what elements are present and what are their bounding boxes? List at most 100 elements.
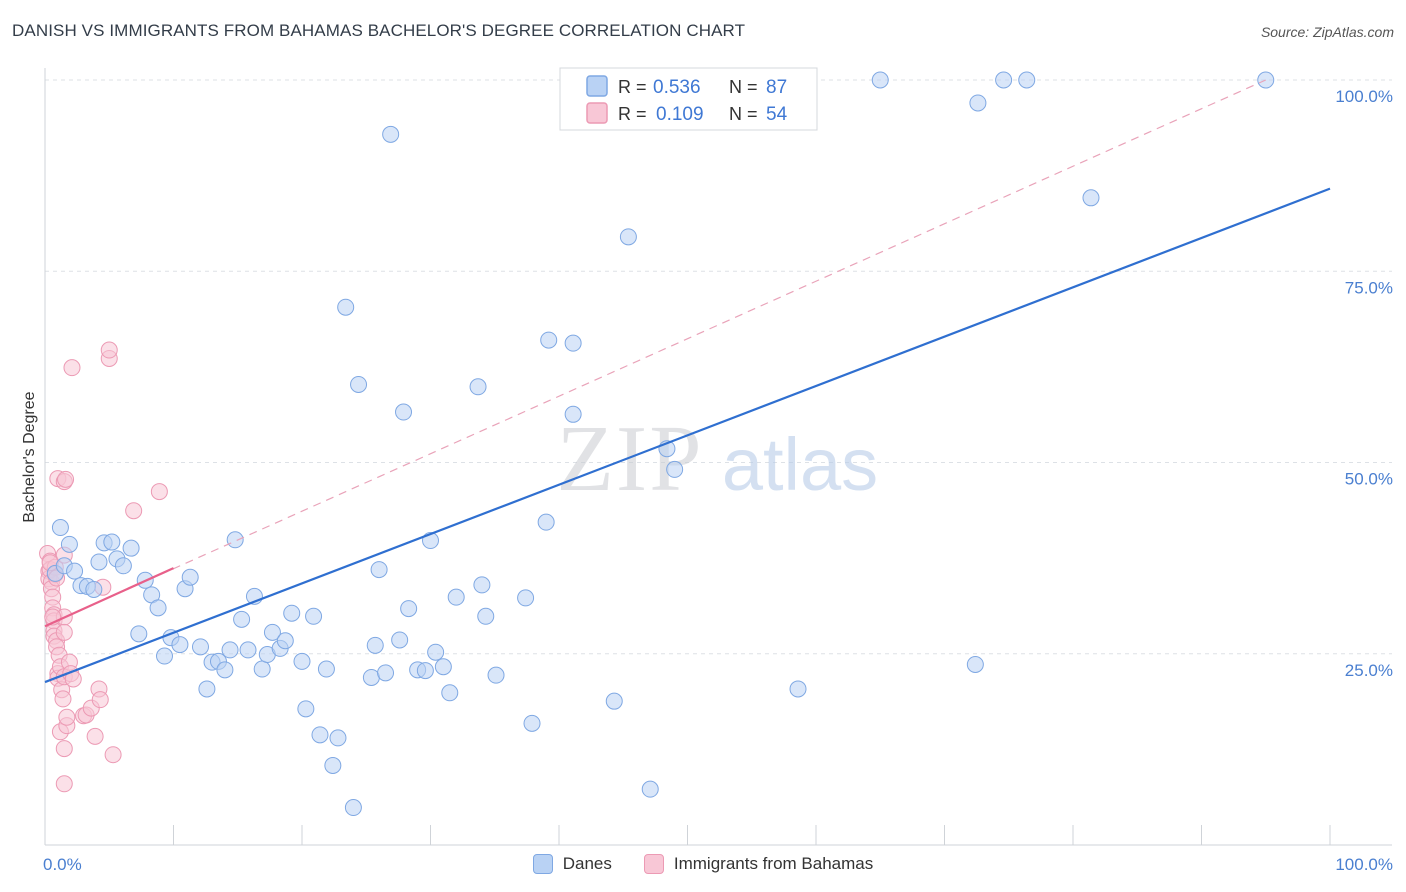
danes-point: [317, 660, 335, 678]
danes-point: [276, 632, 294, 650]
stats-n-label-bahamas: N =: [729, 104, 758, 124]
stats-r-label-bahamas: R =: [618, 104, 647, 124]
danes-point: [434, 658, 452, 676]
danes-point: [122, 539, 140, 557]
bahamas-point: [104, 746, 122, 764]
danes-point: [191, 638, 209, 656]
danes-point: [969, 94, 987, 112]
bahamas-point: [57, 470, 75, 488]
legend-item-bahamas[interactable]: Immigrants from Bahamas: [643, 854, 874, 874]
danes-point: [487, 666, 505, 684]
danes-point: [226, 531, 244, 549]
danes-point: [416, 662, 434, 680]
danes-point: [966, 655, 984, 673]
danes-point: [789, 680, 807, 698]
bahamas-trend-line: [44, 567, 174, 628]
stats-swatch-danes: [586, 75, 608, 97]
legend-label-danes: Danes: [562, 854, 612, 873]
bahamas-point: [55, 775, 73, 793]
danes-point: [297, 700, 315, 718]
y-axis-title: Bachelor's Degree: [21, 391, 38, 522]
danes-point: [85, 580, 103, 598]
danes-point: [517, 589, 535, 607]
y-tick-label-25: 25.0%: [1345, 661, 1393, 680]
danes-point: [149, 599, 167, 617]
danes-point: [605, 692, 623, 710]
danes-point: [311, 726, 329, 744]
stats-r-value-danes: 0.536: [653, 77, 701, 98]
bahamas-point: [55, 623, 73, 641]
danes-point: [305, 607, 323, 625]
danes-point: [469, 378, 487, 396]
danes-point: [198, 680, 216, 698]
x-tick-label-left: 0.0%: [43, 855, 82, 874]
bottom-legend: Danes Immigrants from Bahamas: [0, 852, 1406, 876]
danes-point: [103, 533, 121, 551]
stats-r-value-bahamas: 0.109: [656, 104, 704, 125]
danes-point: [400, 600, 418, 618]
danes-point: [666, 460, 684, 478]
danes-point: [564, 405, 582, 423]
danes-point: [1257, 71, 1275, 89]
danes-point: [427, 643, 445, 661]
danes-point: [51, 519, 69, 537]
bahamas-point: [100, 341, 118, 359]
danes-point: [362, 668, 380, 686]
danes-point: [473, 576, 491, 594]
y-tick-label-75: 75.0%: [1345, 278, 1393, 297]
axes: [44, 68, 1392, 846]
danes-point: [344, 799, 362, 817]
danes-point: [324, 756, 342, 774]
danes-point: [377, 664, 395, 682]
danes-point: [216, 661, 234, 679]
danes-point: [60, 535, 78, 553]
danes-point: [130, 625, 148, 643]
bahamas-point: [91, 691, 109, 709]
danes-point: [447, 588, 465, 606]
danes-point: [366, 636, 384, 654]
danes-point: [253, 660, 271, 678]
danes-point: [1018, 71, 1036, 89]
danes-point: [90, 553, 108, 571]
danes-point: [871, 71, 889, 89]
bahamas-point: [63, 359, 81, 377]
bahamas-point: [58, 708, 76, 726]
danes-point: [221, 641, 239, 659]
legend-label-bahamas: Immigrants from Bahamas: [673, 854, 874, 873]
source-note: Source: ZipAtlas.com: [1260, 24, 1394, 40]
tick-labels: 25.0% 50.0% 75.0% 100.0% 0.0% 100.0%: [43, 87, 1393, 874]
bahamas-point: [54, 690, 72, 708]
bahamas-trend-projection: [44, 79, 1266, 627]
danes-point: [181, 568, 199, 586]
danes-trend-line: [44, 187, 1331, 684]
bahamas-point: [55, 740, 73, 758]
grid-lines: [45, 79, 1392, 655]
danes-point: [283, 604, 301, 622]
chart-title: DANISH VS IMMIGRANTS FROM BAHAMAS BACHEL…: [12, 21, 746, 40]
stats-n-label-danes: N =: [729, 77, 758, 97]
danes-point: [350, 375, 368, 393]
watermark-zip: ZIP: [557, 407, 704, 511]
danes-point: [395, 403, 413, 421]
danes-point: [233, 610, 251, 628]
bahamas-point: [150, 483, 168, 501]
watermark-atlas: atlas: [722, 423, 878, 506]
danes-point: [441, 684, 459, 702]
danes-point: [114, 557, 132, 575]
danes-points: [46, 71, 1275, 817]
x-tick-label-right: 100.0%: [1335, 855, 1393, 874]
danes-point: [263, 623, 281, 641]
danes-point: [391, 631, 409, 649]
stats-legend-box: R = 0.536 N = 87 R = 0.109 N = 54: [559, 67, 818, 131]
danes-point: [370, 561, 388, 579]
danes-point: [66, 562, 84, 580]
danes-point: [293, 652, 311, 670]
y-tick-label-100: 100.0%: [1335, 87, 1393, 106]
legend-item-danes[interactable]: Danes: [532, 854, 612, 874]
stats-r-label-danes: R =: [618, 77, 647, 97]
danes-point: [641, 780, 659, 798]
danes-point: [540, 331, 558, 349]
danes-point: [171, 636, 189, 654]
y-tick-label-50: 50.0%: [1345, 470, 1393, 489]
